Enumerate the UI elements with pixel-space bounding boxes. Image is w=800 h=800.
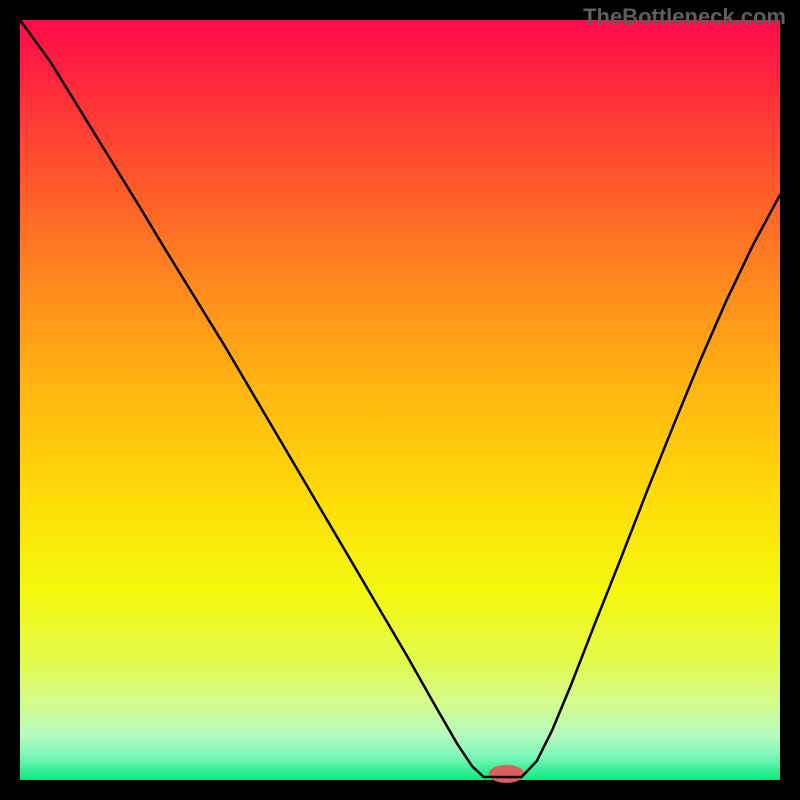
plot-background (20, 20, 780, 780)
bottleneck-chart (0, 0, 800, 800)
chart-container: TheBottleneck.com (0, 0, 800, 800)
watermark-text: TheBottleneck.com (583, 4, 786, 30)
bottleneck-marker (488, 765, 524, 783)
